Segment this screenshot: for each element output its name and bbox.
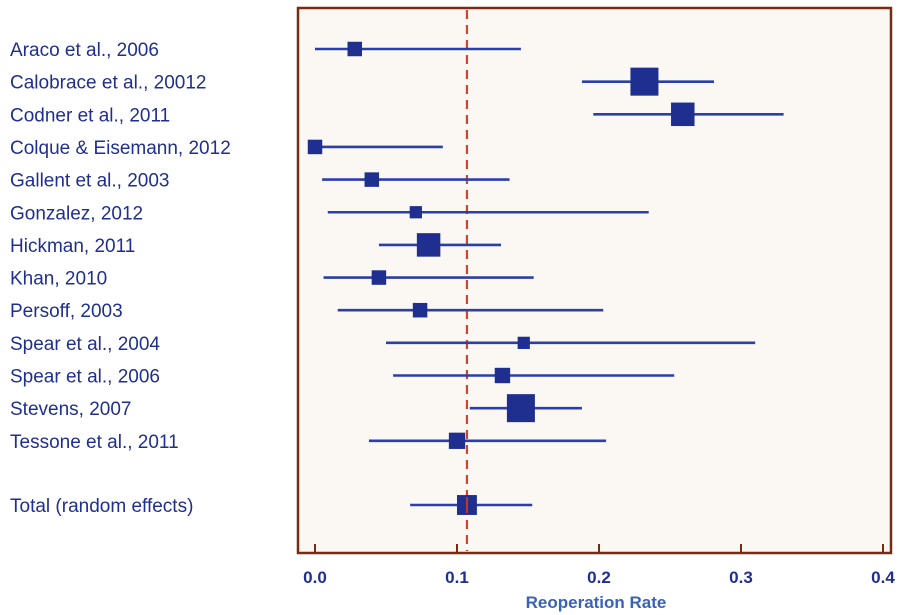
x-tick-label: 0.3 [729,568,753,587]
study-label: Spear et al., 2006 [10,367,160,388]
point-estimate-marker [506,394,535,423]
study-label: Codner et al., 2011 [10,105,170,126]
study-row: Stevens, 2007 [10,394,582,423]
plot-area [296,6,893,555]
point-estimate-marker [307,139,323,155]
x-axis-title: Reoperation Rate [526,593,667,612]
point-estimate-marker [517,336,530,349]
point-estimate-marker [416,233,441,257]
study-row: Gonzalez, 2012 [10,203,649,224]
study-row: Spear et al., 2006 [10,367,675,388]
study-label: Gallent et al., 2003 [10,171,170,192]
study-rows: Araco et al., 2006 Calobrace et al., 2001… [10,40,784,517]
point-estimate-marker [371,270,387,285]
study-label: Calobrace et al., 20012 [10,73,206,94]
study-label: Gonzalez, 2012 [10,203,143,224]
study-row: Colque & Eisemann, 2012 [10,138,443,159]
study-row: Tessone et al., 2011 [10,432,607,453]
point-estimate-marker [347,41,363,57]
study-row: Gallent et al., 2003 [10,171,510,192]
point-estimate-marker [630,67,659,96]
study-row: Hickman, 2011 [10,233,502,257]
study-label: Hickman, 2011 [10,236,135,257]
x-tick-label: 0.1 [445,568,469,587]
point-estimate-marker [448,432,466,449]
x-axis: 0.0 0.1 0.2 0.3 0.4 [303,544,895,587]
study-label: Persoff, 2003 [10,301,123,322]
point-estimate-marker [412,302,428,318]
total-label: Total (random effects) [10,496,193,517]
study-label: Araco et al., 2006 [10,40,159,61]
x-tick-label: 0.4 [871,568,895,587]
point-estimate-marker [671,102,695,127]
study-row: Calobrace et al., 20012 [10,67,715,96]
study-row: Araco et al., 2006 [10,40,521,61]
study-row: Khan, 2010 [10,269,534,290]
x-tick-label: 0.0 [303,568,327,587]
total-row: Total (random effects) [10,495,533,517]
point-estimate-marker [409,206,422,219]
point-estimate-marker [364,172,380,187]
x-tick-label: 0.2 [587,568,611,587]
study-label: Spear et al., 2004 [10,334,160,355]
study-label: Khan, 2010 [10,269,107,290]
study-label: Colque & Eisemann, 2012 [10,138,231,159]
study-row: Persoff, 2003 [10,301,604,322]
point-estimate-marker [494,367,511,384]
study-label: Stevens, 2007 [10,399,131,420]
study-label: Tessone et al., 2011 [10,432,179,453]
study-row: Codner et al., 2011 [10,102,784,127]
study-row: Spear et al., 2004 [10,334,756,355]
